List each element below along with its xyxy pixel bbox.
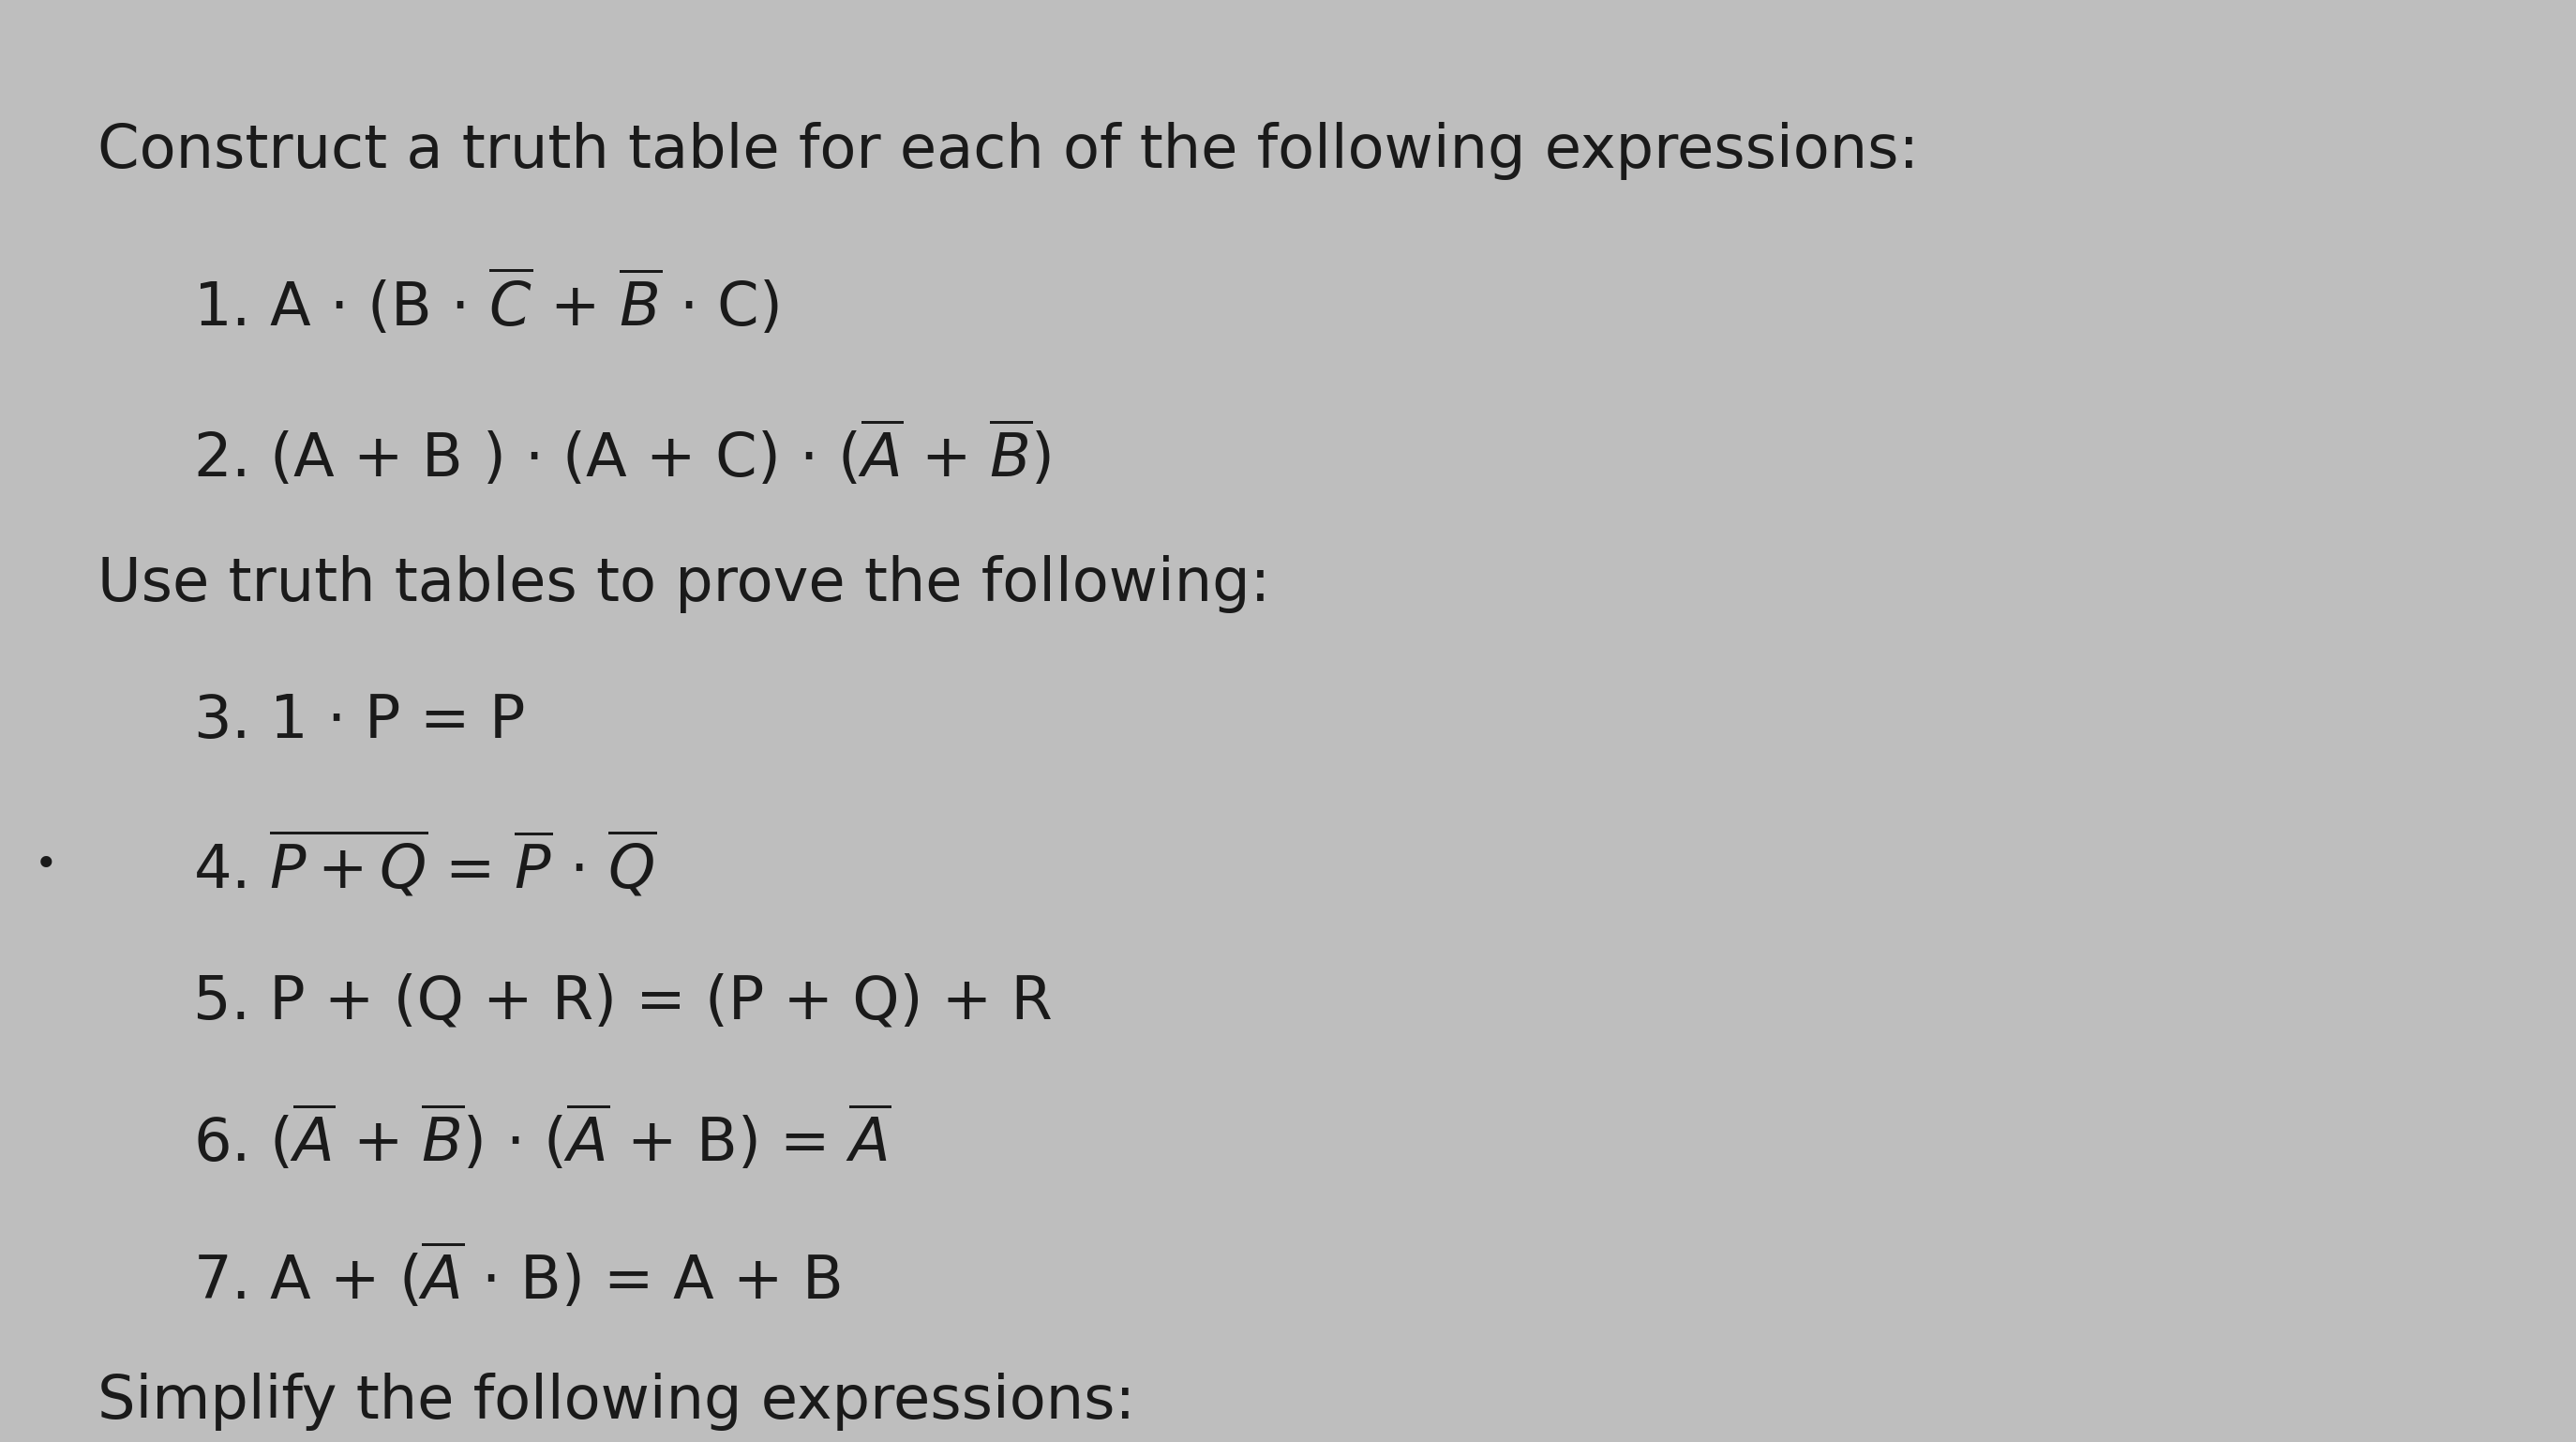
Text: 1. A $\cdot$ (B $\cdot$ $\overline{C}$ + $\overline{B}$ $\cdot$ C): 1. A $\cdot$ (B $\cdot$ $\overline{C}$ +…	[193, 267, 778, 339]
Text: 3. 1 $\cdot$ P = P: 3. 1 $\cdot$ P = P	[193, 692, 526, 750]
Text: 2. (A + B ) $\cdot$ (A + C) $\cdot$ ($\overline{A}$ + $\overline{B}$): 2. (A + B ) $\cdot$ (A + C) $\cdot$ ($\o…	[193, 420, 1051, 489]
Text: 7. A + ($\overline{A}$ $\cdot$ B) = A + B: 7. A + ($\overline{A}$ $\cdot$ B) = A + …	[193, 1242, 840, 1311]
Text: 4. $\overline{P + Q}$ = $\overline{P}$ $\cdot$ $\overline{Q}$: 4. $\overline{P + Q}$ = $\overline{P}$ $…	[193, 829, 657, 901]
Text: •: •	[36, 845, 57, 885]
Text: Use truth tables to prove the following:: Use truth tables to prove the following:	[98, 555, 1270, 613]
Text: 5. P + (Q + R) = (P + Q) + R: 5. P + (Q + R) = (P + Q) + R	[193, 973, 1054, 1031]
Text: Simplify the following expressions:: Simplify the following expressions:	[98, 1373, 1136, 1430]
Text: Construct a truth table for each of the following expressions:: Construct a truth table for each of the …	[98, 123, 1919, 180]
Text: 6. ($\overline{A}$ + $\overline{B}$) $\cdot$ ($\overline{A}$ + B) = $\overline{A: 6. ($\overline{A}$ + $\overline{B}$) $\c…	[193, 1105, 891, 1174]
